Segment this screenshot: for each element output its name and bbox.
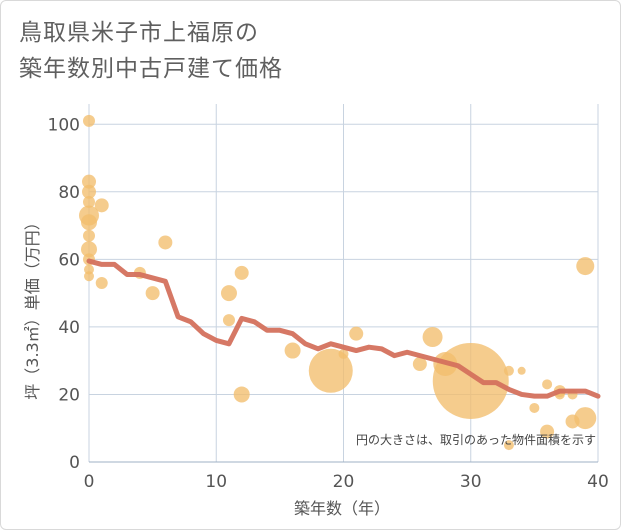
data-bubble (145, 286, 160, 301)
data-bubble (158, 235, 173, 250)
grid-lines (88, 104, 599, 463)
y-tick-label: 80 (58, 183, 80, 203)
data-bubble (542, 379, 553, 390)
chart-title: 鳥取県米子市上福原の 築年数別中古戸建て価格 (19, 15, 283, 87)
data-bubble (81, 214, 97, 231)
data-bubble (94, 198, 109, 213)
data-bubble (517, 366, 526, 375)
data-bubble (349, 326, 364, 341)
data-bubble (95, 277, 108, 289)
trend-line-series (86, 258, 601, 399)
x-tick-label: 20 (333, 472, 355, 492)
data-bubble (81, 241, 97, 258)
y-axis-tick-labels: 0 20 40 60 80 100 (48, 115, 80, 473)
chart-title-line-2: 築年数別中古戸建て価格 (19, 56, 283, 82)
data-bubble (308, 348, 353, 393)
data-bubble (234, 265, 249, 280)
y-tick-label: 0 (69, 453, 80, 473)
data-bubble (284, 342, 301, 359)
data-bubble (574, 407, 597, 430)
data-bubble (233, 386, 250, 403)
y-axis-title: 坪（3.3㎡）単価（万円） (23, 214, 42, 399)
data-bubble (83, 229, 95, 242)
data-bubble (338, 348, 349, 359)
data-bubble (422, 327, 443, 348)
data-bubble (529, 402, 540, 413)
x-tick-label: 40 (587, 472, 609, 492)
x-tick-label: 0 (84, 472, 95, 492)
bubble-size-note: 円の大きさは、取引のあった物件面積を示す (356, 432, 596, 447)
x-axis-title: 築年数（年） (294, 499, 390, 518)
data-bubble (220, 285, 237, 302)
data-bubble (412, 357, 427, 372)
x-tick-label: 10 (205, 472, 227, 492)
data-bubble (82, 184, 96, 199)
chart-title-line-1: 鳥取県米子市上福原の (19, 20, 259, 46)
trend-line (86, 258, 601, 399)
data-bubble (83, 195, 95, 208)
y-tick-label: 40 (58, 318, 80, 338)
data-bubble (82, 174, 96, 189)
data-bubble (503, 365, 514, 376)
data-bubble (84, 271, 94, 282)
x-tick-label: 30 (460, 472, 482, 492)
y-tick-label: 60 (58, 250, 80, 270)
data-bubble (576, 257, 595, 276)
data-bubble (540, 424, 555, 439)
y-tick-label: 20 (58, 385, 80, 405)
data-bubble (503, 440, 514, 451)
x-axis-tick-labels: 0 10 20 30 40 (84, 472, 609, 492)
y-tick-label: 100 (48, 115, 80, 135)
bubble-series (79, 114, 597, 451)
data-bubble (222, 314, 235, 327)
data-bubble (83, 114, 95, 127)
